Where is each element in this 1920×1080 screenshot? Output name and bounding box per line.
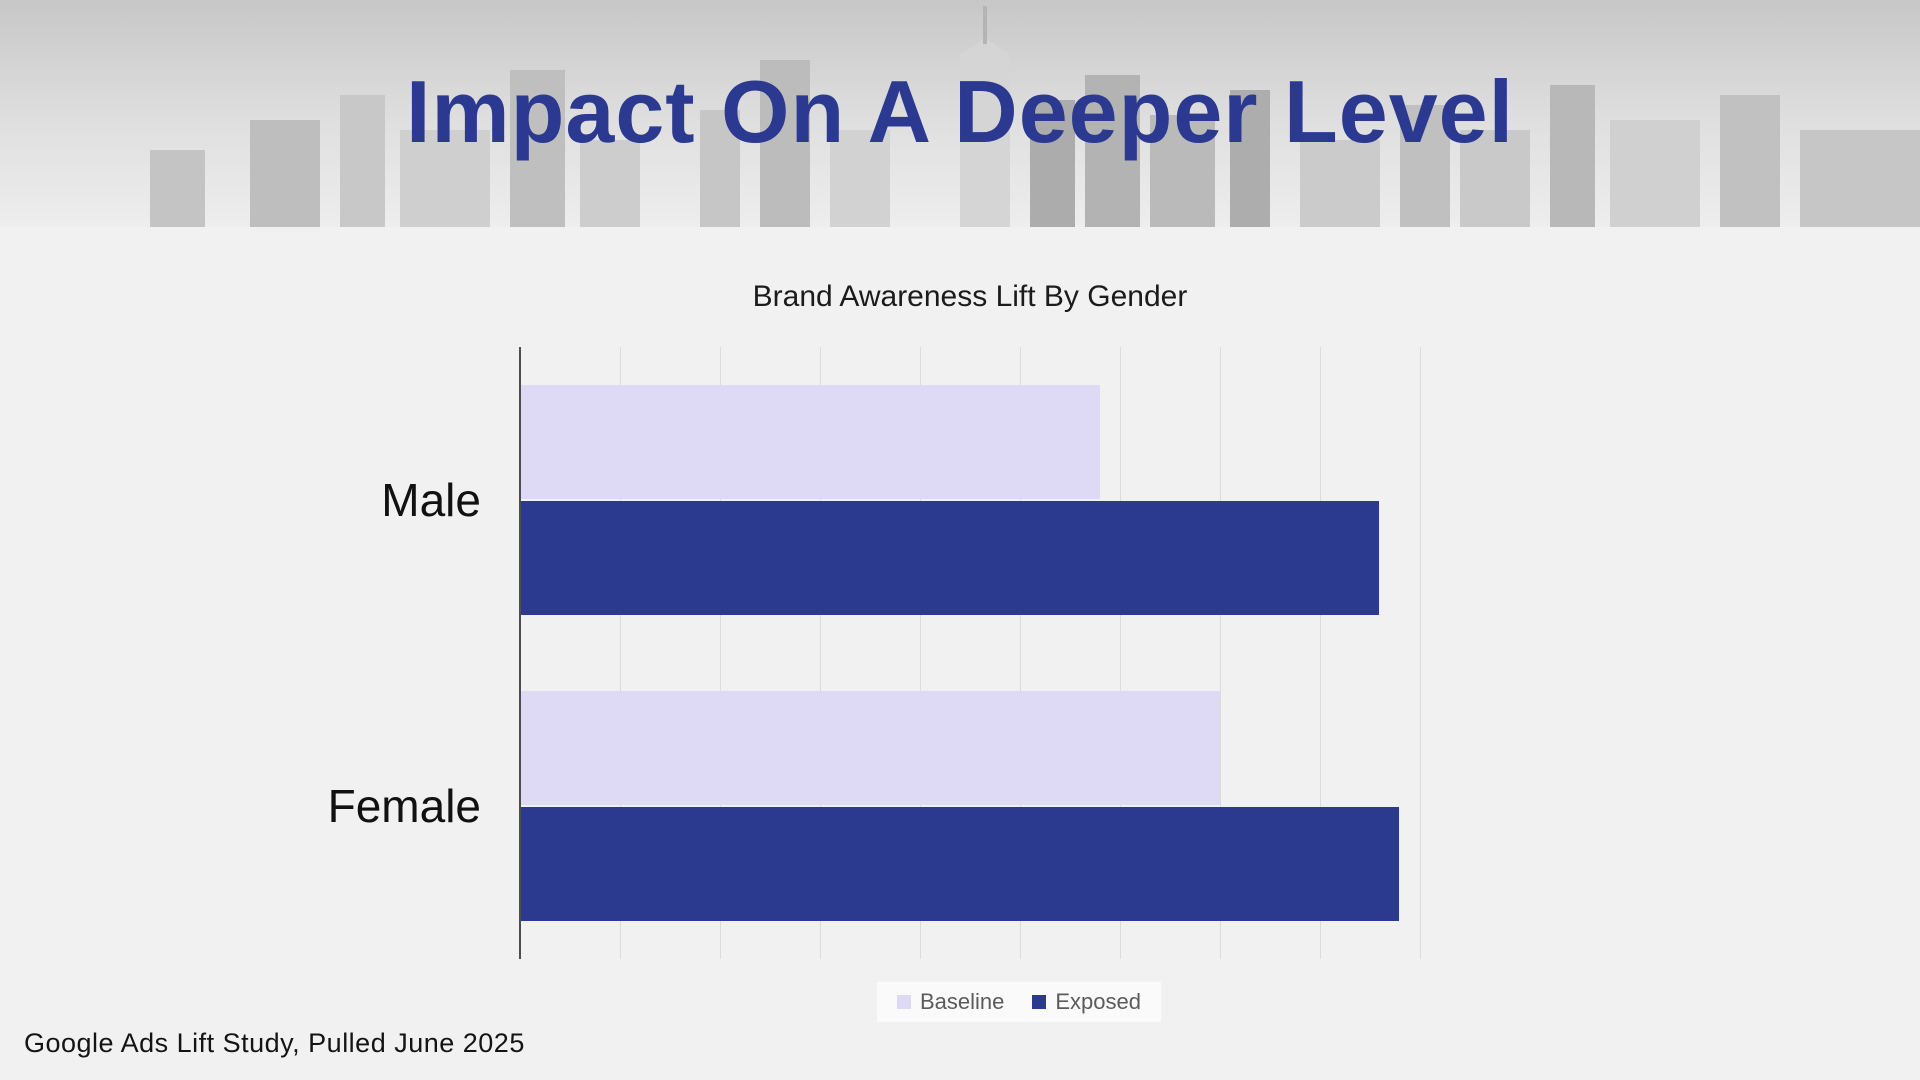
legend-item-baseline: Baseline xyxy=(896,989,1005,1015)
bar-female-exposed xyxy=(521,807,1400,921)
category-labels: Male Female xyxy=(0,347,501,959)
legend-label-exposed: Exposed xyxy=(1055,989,1141,1014)
plot-area xyxy=(519,347,1519,959)
category-label-female: Female xyxy=(327,780,481,832)
header-banner: Impact On A Deeper Level xyxy=(0,0,1920,227)
legend-wrap: Baseline Exposed xyxy=(519,982,1519,1022)
bar-male-exposed xyxy=(521,501,1380,615)
category-label-male: Male xyxy=(381,474,481,526)
category-row-male xyxy=(521,347,1519,653)
category-row-female xyxy=(521,653,1519,959)
legend-swatch-baseline xyxy=(896,995,911,1009)
chart-title: Brand Awareness Lift By Gender xyxy=(752,280,1188,313)
legend-swatch-exposed xyxy=(1032,995,1047,1009)
skyline-image xyxy=(0,0,1920,227)
source-note: Google Ads Lift Study, Pulled June 2025 xyxy=(24,1028,525,1058)
bar-male-baseline xyxy=(521,385,1100,499)
legend-label-baseline: Baseline xyxy=(919,989,1005,1014)
legend: Baseline Exposed xyxy=(876,982,1161,1022)
bar-female-baseline xyxy=(521,691,1220,805)
slide-title: Impact On A Deeper Level xyxy=(405,62,1515,161)
legend-item-exposed: Exposed xyxy=(1032,989,1141,1015)
